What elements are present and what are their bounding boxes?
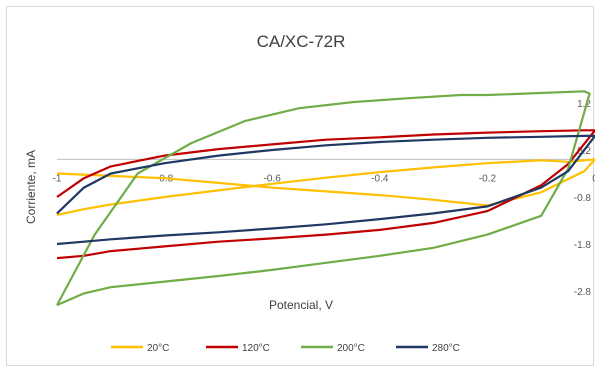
legend-label: 280°C: [432, 343, 460, 354]
series-line-2: [56, 90, 591, 307]
y-tick-label: -0.8: [574, 193, 592, 204]
series-line-0: [56, 158, 595, 216]
legend-label: 200°C: [337, 343, 365, 354]
legend-item: 20°C: [111, 343, 169, 354]
legend-item: 280°C: [396, 343, 460, 354]
y-tick-label: 1.2: [577, 99, 591, 110]
chart-title: CA/XC-72R: [257, 32, 346, 51]
y-tick-label: -1.8: [574, 240, 592, 251]
x-tick-label: -0.2: [479, 173, 497, 184]
cyclic-voltammetry-chart: CA/XC-72R Potencial, V Corriente, mA -1 -…: [24, 32, 595, 354]
x-tick-label: -0.4: [371, 173, 389, 184]
x-tick-label: -1: [53, 173, 62, 184]
chart-frame: CA/XC-72R Potencial, V Corriente, mA -1 -…: [6, 6, 595, 366]
legend-item: 200°C: [301, 343, 365, 354]
legend-item: 120°C: [206, 343, 270, 354]
y-axis-title: Corriente, mA: [24, 150, 38, 224]
x-axis-title: Potencial, V: [269, 298, 333, 312]
legend-label: 20°C: [147, 343, 169, 354]
tick-labels: -1-0.8-0.6-0.4-0.201.20.2-0.8-1.8-2.8: [53, 99, 595, 298]
series-line-1: [56, 129, 595, 260]
legend-label: 120°C: [242, 343, 270, 354]
y-tick-label: -2.8: [574, 287, 592, 298]
series-line-3: [56, 134, 595, 246]
legend: 20°C 120°C 200°C 280°C: [111, 343, 460, 354]
x-tick-label: -0.6: [264, 173, 282, 184]
series-lines: [56, 90, 595, 307]
x-tick-label: 0: [592, 173, 595, 184]
